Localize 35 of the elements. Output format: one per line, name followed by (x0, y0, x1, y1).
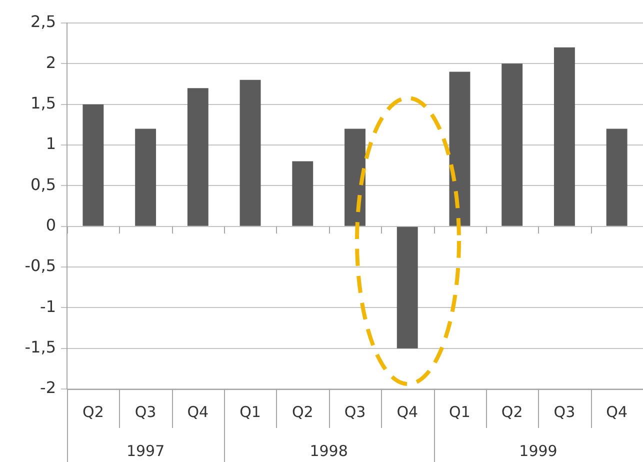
y-tick-label: 0,5 (30, 174, 56, 194)
x-tick-label: Q4 (606, 402, 628, 421)
x-tick-label: Q1 (449, 402, 470, 421)
y-tick-label: 2 (46, 52, 56, 72)
y-tick-label: 1,5 (30, 93, 56, 112)
bar (292, 161, 314, 226)
y-tick-label: 0 (46, 215, 56, 234)
x-tick-label: Q4 (396, 402, 418, 421)
x-tick-label: Q1 (240, 402, 261, 421)
y-tick-label: 2,5 (30, 12, 56, 32)
x-tick-label: Q2 (82, 402, 104, 421)
y-tick-label: -1 (40, 296, 56, 316)
text: 1997 (126, 442, 165, 460)
bar (240, 80, 261, 226)
y-tick-label: -2 (40, 378, 56, 398)
bar (135, 128, 156, 226)
x-tick-label: Q2 (292, 402, 314, 421)
x-tick-label: Q3 (344, 402, 366, 421)
x-tick-label: Q3 (134, 402, 156, 421)
x-tick-label: Q2 (501, 402, 523, 421)
y-tick-label: -1,5 (24, 337, 56, 356)
text: 1999 (519, 442, 558, 460)
bar (187, 88, 208, 226)
x-tick-label: Q3 (554, 402, 576, 421)
y-tick-label: -0,5 (24, 256, 56, 276)
bar (606, 128, 628, 226)
bar (82, 104, 104, 226)
bar (396, 226, 418, 348)
bar (449, 72, 470, 226)
bar (554, 47, 575, 226)
x-tick-label: Q4 (187, 402, 209, 421)
text: 1998 (310, 442, 348, 460)
bar (502, 64, 523, 226)
bar (344, 128, 366, 226)
y-tick-label: 1 (46, 134, 56, 154)
